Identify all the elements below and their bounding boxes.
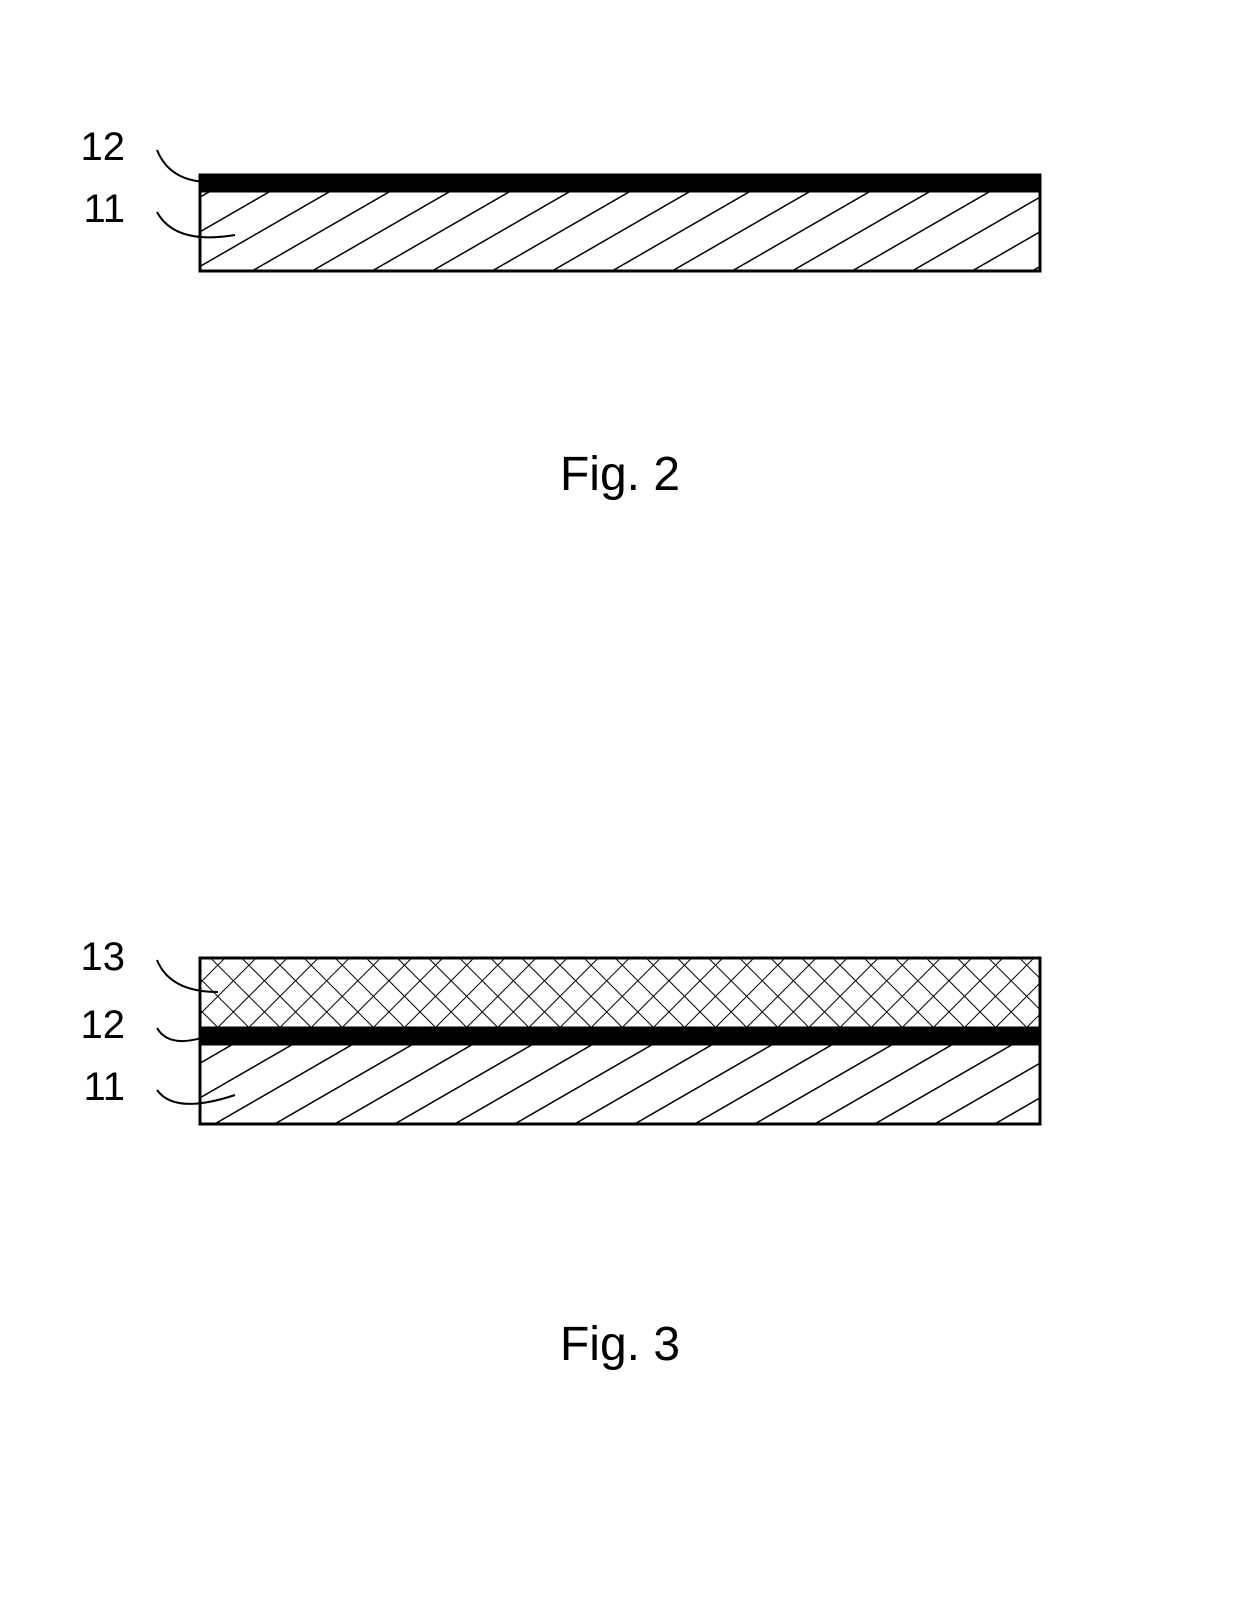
layer-11: [200, 191, 1040, 271]
label-11: 11: [83, 187, 125, 231]
label-12: 12: [81, 1003, 126, 1047]
layer-13: [200, 958, 1040, 1028]
caption-fig3: Fig. 3: [560, 1318, 680, 1371]
caption-fig2: Fig. 2: [560, 448, 680, 501]
layer-11: [200, 1044, 1040, 1124]
diagram-canvas: 12 11 Fig. 2 13 12 11 Fig. 3: [0, 0, 1240, 1619]
figure-3: 13 12 11 Fig. 3: [81, 935, 1041, 1371]
label-11: 11: [83, 1065, 125, 1109]
layer-12: [200, 1028, 1040, 1044]
label-13: 13: [81, 935, 126, 979]
figure-2: 12 11 Fig. 2: [81, 125, 1041, 501]
layer-12: [200, 175, 1040, 191]
label-12: 12: [81, 125, 126, 169]
